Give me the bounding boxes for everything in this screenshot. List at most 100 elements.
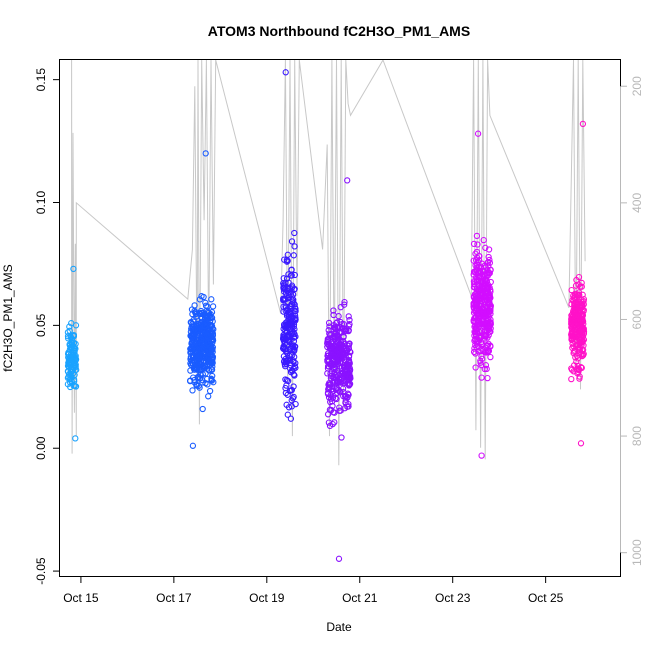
data-point (335, 347, 342, 354)
data-point (477, 278, 484, 285)
data-point (485, 347, 493, 355)
data-point (576, 375, 583, 382)
data-point (291, 363, 298, 370)
data-point (205, 359, 212, 366)
data-point (346, 340, 353, 347)
y-axis: -0.05 0.00 0.05 0.10 0.15 (34, 68, 60, 585)
data-point (280, 295, 287, 302)
data-point (192, 309, 199, 316)
data-point (484, 290, 492, 297)
data-point (482, 313, 489, 320)
data-point (481, 328, 489, 335)
data-point (568, 330, 575, 337)
data-point (474, 130, 482, 137)
data-point (570, 322, 577, 329)
data-point (288, 321, 295, 328)
data-point (282, 307, 289, 314)
data-point (72, 356, 79, 364)
data-point (575, 273, 583, 281)
data-point (474, 291, 482, 298)
x-tick-label: Oct 21 (342, 591, 378, 605)
data-point (478, 452, 485, 459)
data-point (208, 296, 215, 303)
data-point (209, 303, 217, 310)
data-point (289, 395, 297, 402)
data-point (65, 363, 73, 370)
data-point (288, 266, 295, 274)
data-point (208, 366, 216, 373)
data-point (572, 313, 580, 320)
data-point (484, 266, 491, 274)
data-point (573, 299, 581, 307)
data-point (208, 354, 215, 361)
data-point (284, 411, 291, 418)
data-point (480, 236, 487, 244)
data-point (325, 319, 333, 327)
data-point (332, 324, 339, 331)
data-point (72, 322, 80, 329)
data-point (344, 177, 351, 184)
data-point (345, 376, 353, 383)
data-point (196, 364, 203, 371)
y-tick-label: 0.10 (34, 191, 48, 215)
data-point (478, 374, 485, 381)
data-point (483, 288, 490, 296)
data-point (568, 286, 575, 294)
data-point (483, 297, 490, 304)
data-point (291, 271, 298, 279)
data-point (341, 371, 348, 378)
data-point (72, 383, 80, 390)
data-point (575, 292, 583, 299)
data-point (284, 391, 291, 398)
data-point (475, 252, 483, 260)
data-point (199, 405, 206, 413)
y-tick-label: -0.05 (34, 557, 48, 585)
data-point (476, 310, 483, 318)
data-point (282, 69, 289, 76)
y-tick-label: 0.00 (34, 436, 48, 460)
data-point (472, 314, 480, 321)
data-point (287, 415, 295, 422)
data-point (331, 357, 338, 364)
data-point (480, 296, 488, 303)
data-point (487, 353, 494, 361)
data-point (575, 308, 583, 315)
data-point (71, 355, 78, 362)
data-point (580, 296, 588, 303)
data-point (568, 366, 576, 373)
data-point (196, 375, 204, 382)
data-point (341, 363, 348, 370)
data-point (572, 296, 579, 303)
data-point (568, 375, 575, 383)
data-point (478, 361, 485, 369)
data-point (282, 324, 290, 332)
data-point (577, 301, 584, 308)
data-point (577, 440, 585, 447)
data-point (340, 333, 347, 340)
data-point (579, 318, 587, 325)
y2-tick-label: 400 (630, 193, 644, 213)
data-point (204, 381, 211, 388)
data-point (328, 406, 335, 414)
data-point (68, 374, 75, 381)
data-point (470, 278, 478, 285)
data-point (485, 246, 493, 253)
data-point (204, 332, 211, 339)
data-point (70, 339, 78, 347)
data-point (290, 252, 297, 259)
data-point (335, 313, 342, 320)
data-point (482, 244, 489, 251)
data-point (284, 257, 291, 264)
data-point (336, 329, 343, 336)
data-point (283, 258, 291, 265)
data-point (575, 289, 583, 296)
data-point (481, 335, 488, 342)
data-point (325, 419, 333, 426)
data-point (334, 332, 342, 340)
data-point (346, 359, 353, 366)
data-point (482, 362, 490, 369)
data-point (330, 333, 338, 340)
data-point (331, 373, 338, 380)
data-point (198, 315, 205, 322)
